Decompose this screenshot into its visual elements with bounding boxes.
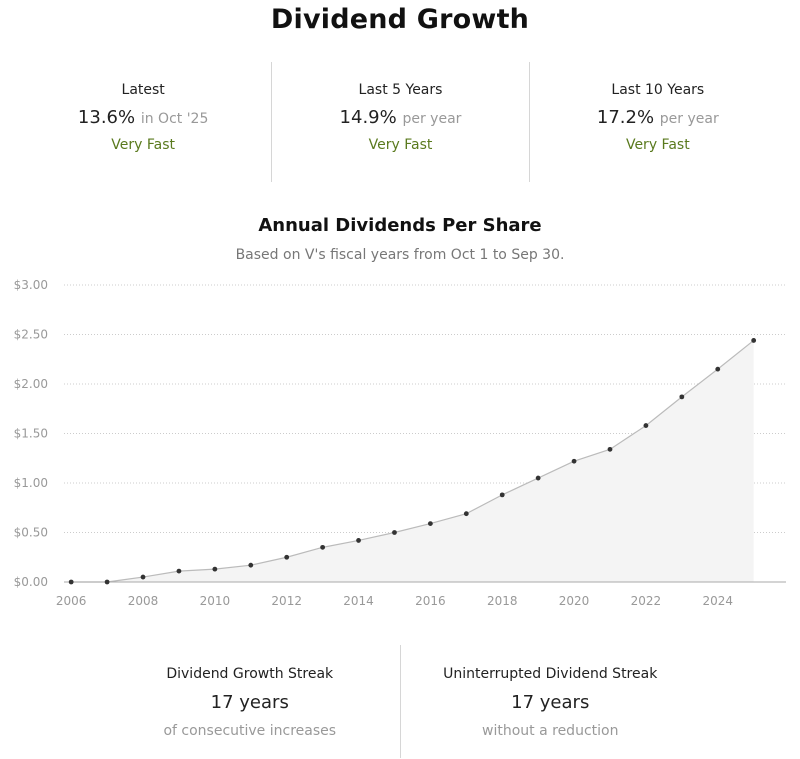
streak-label: Uninterrupted Dividend Streak bbox=[443, 666, 658, 682]
data-point bbox=[715, 366, 721, 372]
uninterrupted-streak: Uninterrupted Dividend Streak 17 years w… bbox=[399, 645, 701, 758]
y-tick-label: $1.50 bbox=[14, 427, 48, 441]
data-point bbox=[356, 538, 361, 543]
stat-label: Latest bbox=[121, 82, 165, 98]
data-point bbox=[212, 566, 218, 572]
stat-rating: Very Fast bbox=[368, 137, 433, 153]
x-tick-label: 2006 bbox=[56, 594, 87, 608]
stat-value: 14.9% per year bbox=[272, 107, 528, 128]
data-point bbox=[499, 492, 505, 498]
x-tick-label: 2016 bbox=[415, 594, 446, 608]
y-tick-label: $2.00 bbox=[14, 377, 48, 391]
stat-suffix: in Oct '25 bbox=[140, 111, 209, 127]
data-point bbox=[392, 530, 397, 535]
stat-label: Last 5 Years bbox=[358, 82, 443, 98]
y-tick-label: $1.00 bbox=[14, 476, 48, 490]
data-point bbox=[104, 579, 110, 585]
stat-label: Last 10 Years bbox=[611, 82, 705, 98]
data-point bbox=[284, 554, 290, 560]
stat-suffix: per year bbox=[659, 111, 719, 127]
streak-value: 17 years bbox=[210, 692, 289, 713]
data-point bbox=[535, 475, 541, 481]
x-tick-label: 2008 bbox=[128, 594, 159, 608]
data-point bbox=[320, 544, 326, 550]
page-title: Dividend Growth bbox=[270, 4, 530, 35]
growth-stats: Latest 13.6% in Oct '25 Very Fast Last 5… bbox=[15, 62, 786, 182]
streak-label: Dividend Growth Streak bbox=[166, 666, 334, 682]
data-point bbox=[176, 568, 182, 574]
data-point bbox=[571, 458, 577, 464]
y-tick-label: $3.00 bbox=[14, 278, 48, 292]
series-line bbox=[71, 339, 755, 583]
x-tick-label: 2018 bbox=[487, 594, 518, 608]
stat-rating: Very Fast bbox=[111, 137, 176, 153]
x-tick-label: 2022 bbox=[631, 594, 662, 608]
x-tick-label: 2024 bbox=[702, 594, 733, 608]
stat-rating: Very Fast bbox=[625, 137, 690, 153]
stat-10-years: Last 10 Years 17.2% per year Very Fast bbox=[528, 62, 786, 182]
stat-suffix: per year bbox=[402, 111, 462, 127]
data-point bbox=[248, 562, 254, 568]
area-fill bbox=[71, 340, 754, 582]
y-tick-label: $0.00 bbox=[14, 575, 48, 589]
data-point bbox=[679, 394, 685, 400]
stat-5-years: Last 5 Years 14.9% per year Very Fast bbox=[271, 62, 528, 182]
stat-number: 13.6% bbox=[77, 107, 136, 128]
stat-latest: Latest 13.6% in Oct '25 Very Fast bbox=[15, 62, 271, 182]
stat-number: 17.2% bbox=[596, 107, 655, 128]
dividend-chart: $0.00 $0.50 $1.00 $1.50 $2.00 $2.50 $3.00 2006 2… bbox=[14, 278, 786, 608]
data-point bbox=[751, 338, 757, 343]
growth-streak: Dividend Growth Streak 17 years of conse… bbox=[100, 645, 400, 758]
x-tick-label: 2012 bbox=[271, 594, 302, 608]
x-tick-label: 2020 bbox=[559, 594, 590, 608]
x-tick-label: 2010 bbox=[200, 594, 231, 608]
streak-note: without a reduction bbox=[482, 723, 619, 739]
stat-value: 17.2% per year bbox=[530, 107, 786, 128]
y-tick-label: $0.50 bbox=[14, 526, 48, 540]
streak-note: of consecutive increases bbox=[163, 723, 337, 739]
chart-title: Annual Dividends Per Share bbox=[258, 215, 542, 236]
x-tick-label: 2014 bbox=[343, 594, 374, 608]
streak-value: 17 years bbox=[511, 692, 590, 713]
streaks: Dividend Growth Streak 17 years of conse… bbox=[100, 645, 700, 758]
data-point bbox=[140, 574, 146, 580]
y-tick-label: $2.50 bbox=[14, 328, 48, 342]
data-point bbox=[68, 579, 74, 585]
data-point bbox=[643, 423, 649, 428]
chart-subtitle: Based on V's fiscal years from Oct 1 to … bbox=[235, 247, 565, 263]
stat-value: 13.6% in Oct '25 bbox=[15, 107, 271, 128]
stat-number: 14.9% bbox=[339, 107, 397, 128]
data-point bbox=[463, 511, 469, 517]
data-point bbox=[607, 446, 613, 452]
data-point bbox=[427, 521, 433, 526]
